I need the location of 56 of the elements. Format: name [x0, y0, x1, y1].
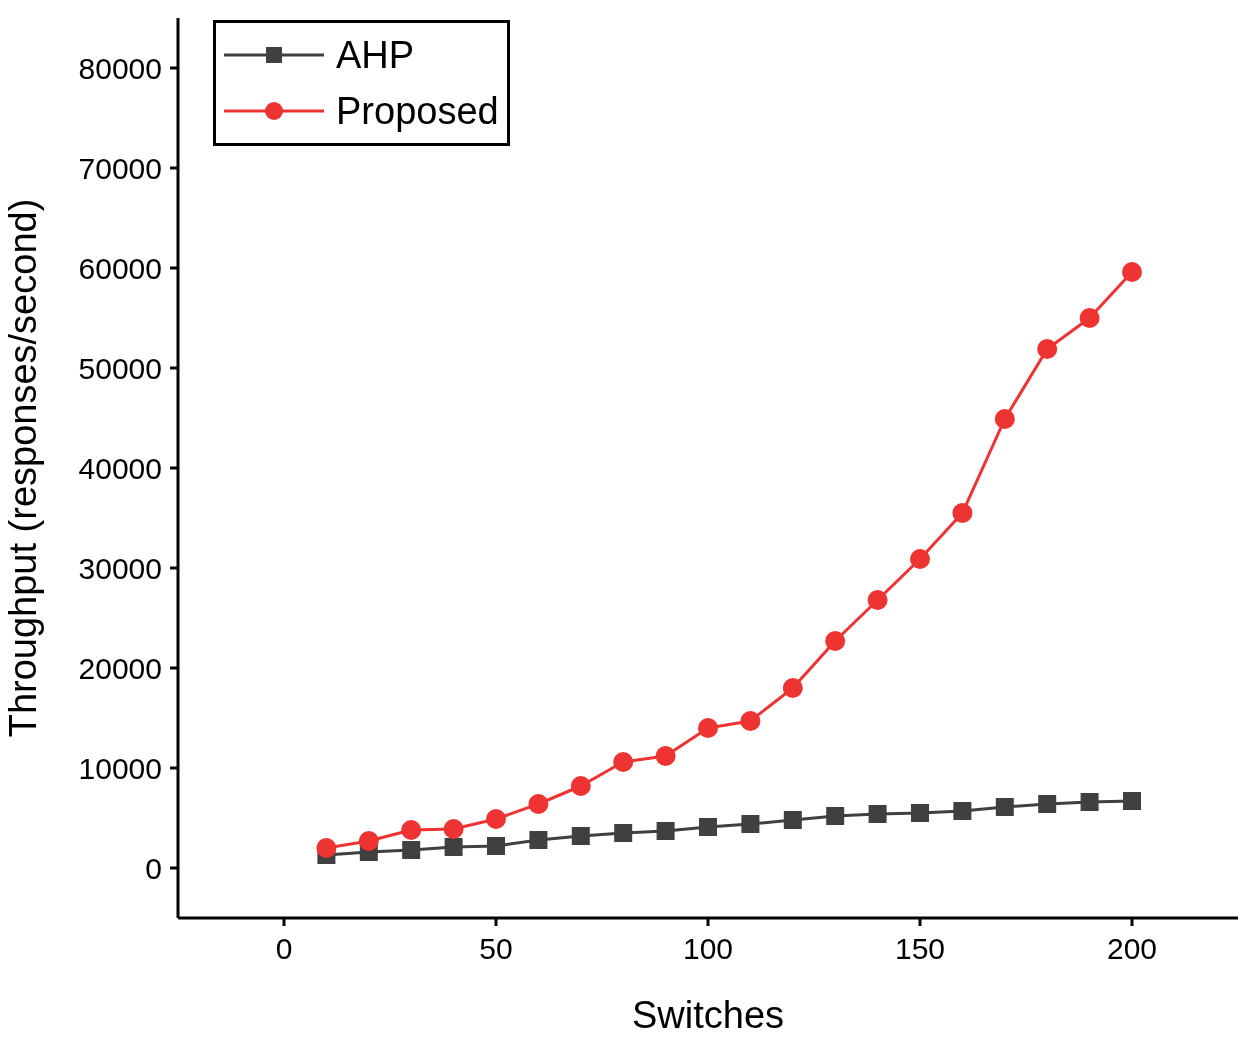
y-tick-label: 50000	[78, 351, 162, 385]
point	[783, 811, 802, 829]
x-tick-label: 50	[479, 932, 513, 966]
point	[528, 794, 549, 814]
y-tick-label: 0	[145, 851, 162, 885]
y-tick-label: 20000	[78, 651, 162, 685]
y-tick-label: 60000	[78, 251, 162, 285]
point	[740, 711, 761, 731]
y-tick-label: 80000	[78, 51, 162, 85]
point	[995, 798, 1014, 816]
point	[358, 831, 379, 851]
point	[1037, 339, 1058, 359]
point	[614, 824, 633, 842]
point	[402, 841, 421, 859]
point	[1038, 795, 1057, 813]
point	[910, 549, 930, 569]
point	[741, 815, 760, 833]
point	[401, 820, 422, 840]
point	[1123, 792, 1141, 810]
point	[487, 837, 505, 855]
x-axis-title: Switches	[631, 994, 785, 1036]
point	[656, 822, 675, 840]
point	[1079, 308, 1100, 328]
point	[1122, 262, 1142, 282]
y-axis-title: Throughput (responses/second)	[2, 198, 45, 738]
point	[698, 718, 718, 738]
x-tick-label: 100	[682, 932, 734, 966]
point	[953, 802, 972, 820]
point	[699, 818, 717, 836]
point	[952, 503, 973, 523]
point	[570, 776, 591, 796]
legend-label: AHP	[336, 33, 415, 77]
point	[316, 838, 337, 858]
point	[825, 631, 846, 651]
point	[911, 804, 929, 822]
point	[529, 831, 548, 849]
y-tick-label: 30000	[78, 551, 162, 585]
point	[613, 752, 634, 772]
point	[655, 746, 676, 766]
legend-label: Proposed	[336, 89, 499, 133]
point	[868, 805, 887, 823]
y-tick-label: 40000	[78, 451, 162, 485]
x-tick-label: 0	[275, 932, 293, 966]
point	[826, 807, 845, 825]
point	[1080, 793, 1099, 811]
point	[571, 827, 590, 845]
x-tick-label: 200	[1106, 932, 1158, 966]
y-tick-label: 10000	[78, 751, 162, 785]
y-tick-label: 70000	[78, 151, 162, 185]
point	[994, 409, 1015, 429]
point	[444, 838, 463, 856]
point	[486, 809, 506, 829]
point	[782, 678, 803, 698]
x-tick-label: 150	[894, 932, 946, 966]
point	[867, 590, 888, 610]
point	[443, 819, 464, 839]
